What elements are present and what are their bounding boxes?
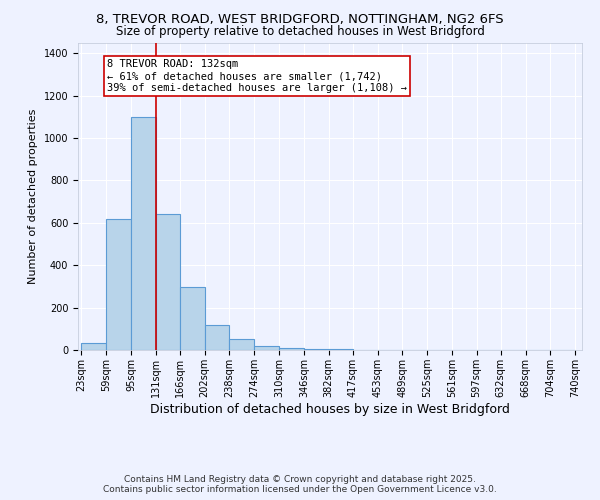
Text: 8, TREVOR ROAD, WEST BRIDGFORD, NOTTINGHAM, NG2 6FS: 8, TREVOR ROAD, WEST BRIDGFORD, NOTTINGH… (96, 12, 504, 26)
Text: Contains HM Land Registry data © Crown copyright and database right 2025.
Contai: Contains HM Land Registry data © Crown c… (103, 474, 497, 494)
Bar (180, 288, 205, 350)
Bar (229, 340, 254, 350)
Bar (106, 218, 131, 350)
Text: Size of property relative to detached houses in West Bridgford: Size of property relative to detached ho… (116, 25, 484, 38)
Text: 8 TREVOR ROAD: 132sqm
← 61% of detached houses are smaller (1,742)
39% of semi-d: 8 TREVOR ROAD: 132sqm ← 61% of detached … (107, 60, 407, 92)
Bar (279, 348, 304, 350)
Bar (304, 349, 329, 350)
Bar (82, 342, 106, 350)
Bar (205, 324, 229, 350)
Bar (156, 214, 180, 350)
Bar (254, 346, 279, 350)
Bar (131, 116, 156, 350)
X-axis label: Distribution of detached houses by size in West Bridgford: Distribution of detached houses by size … (150, 402, 510, 415)
Y-axis label: Number of detached properties: Number of detached properties (28, 108, 38, 284)
